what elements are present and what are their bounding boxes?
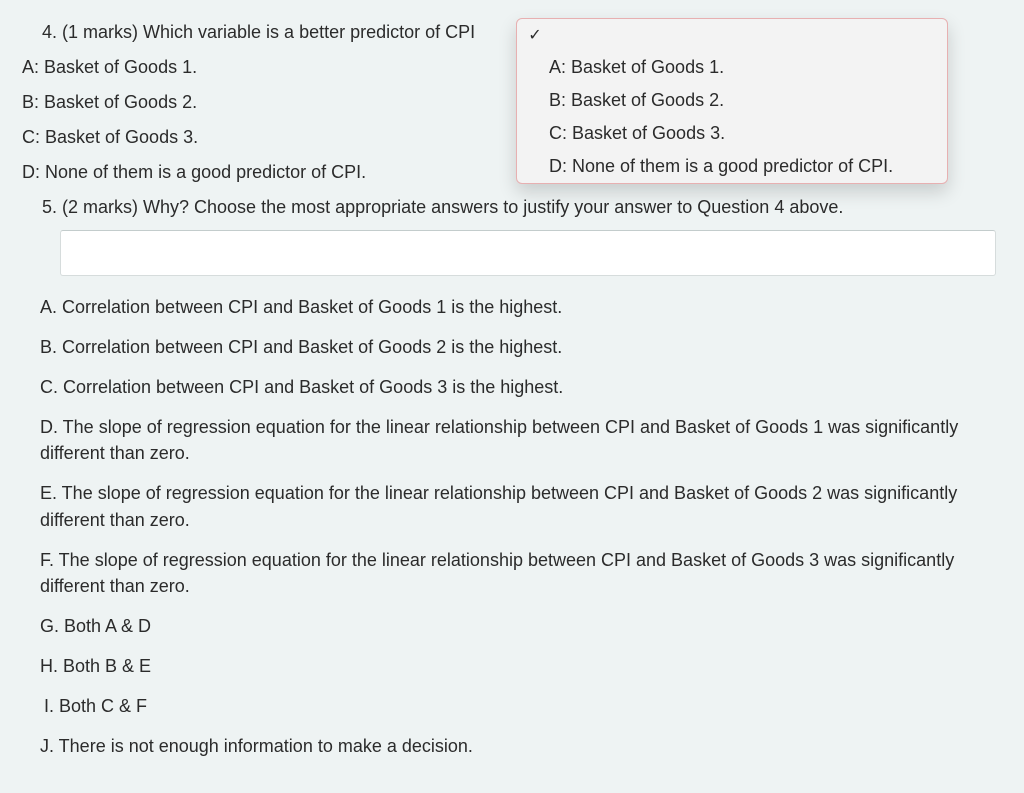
dropdown-option-c[interactable]: C: Basket of Goods 3. — [517, 117, 947, 150]
dropdown-option-label: C: Basket of Goods 3. — [547, 123, 725, 144]
dropdown-option-d[interactable]: D: None of them is a good predictor of C… — [517, 150, 947, 183]
dropdown-option-label: A: Basket of Goods 1. — [547, 57, 724, 78]
question-5-input[interactable] — [60, 230, 996, 276]
q5-answer-a: A. Correlation between CPI and Basket of… — [40, 294, 996, 320]
q5-answer-f: F. The slope of regression equation for … — [40, 547, 996, 599]
question-5-prompt: 5. (2 marks) Why? Choose the most approp… — [42, 197, 996, 218]
q5-answer-c: C. Correlation between CPI and Basket of… — [40, 374, 996, 400]
q5-answer-h: H. Both B & E — [40, 653, 996, 679]
q5-answer-e: E. The slope of regression equation for … — [40, 480, 996, 532]
check-icon: ✓ — [523, 25, 547, 45]
question-5-answers: A. Correlation between CPI and Basket of… — [40, 294, 996, 759]
dropdown-option-label: B: Basket of Goods 2. — [547, 90, 724, 111]
q5-answer-i: I. Both C & F — [44, 693, 996, 719]
dropdown-option-a[interactable]: A: Basket of Goods 1. — [517, 51, 947, 84]
question-5-input-row — [60, 230, 996, 276]
q5-answer-j: J. There is not enough information to ma… — [40, 733, 996, 759]
dropdown-option-blank[interactable]: ✓ — [517, 19, 947, 51]
dropdown-option-b[interactable]: B: Basket of Goods 2. — [517, 84, 947, 117]
q4-dropdown[interactable]: ✓ A: Basket of Goods 1. B: Basket of Goo… — [516, 18, 948, 184]
q5-answer-g: G. Both A & D — [40, 613, 996, 639]
q5-answer-b: B. Correlation between CPI and Basket of… — [40, 334, 996, 360]
q5-answer-d: D. The slope of regression equation for … — [40, 414, 996, 466]
dropdown-option-label: D: None of them is a good predictor of C… — [547, 156, 893, 177]
